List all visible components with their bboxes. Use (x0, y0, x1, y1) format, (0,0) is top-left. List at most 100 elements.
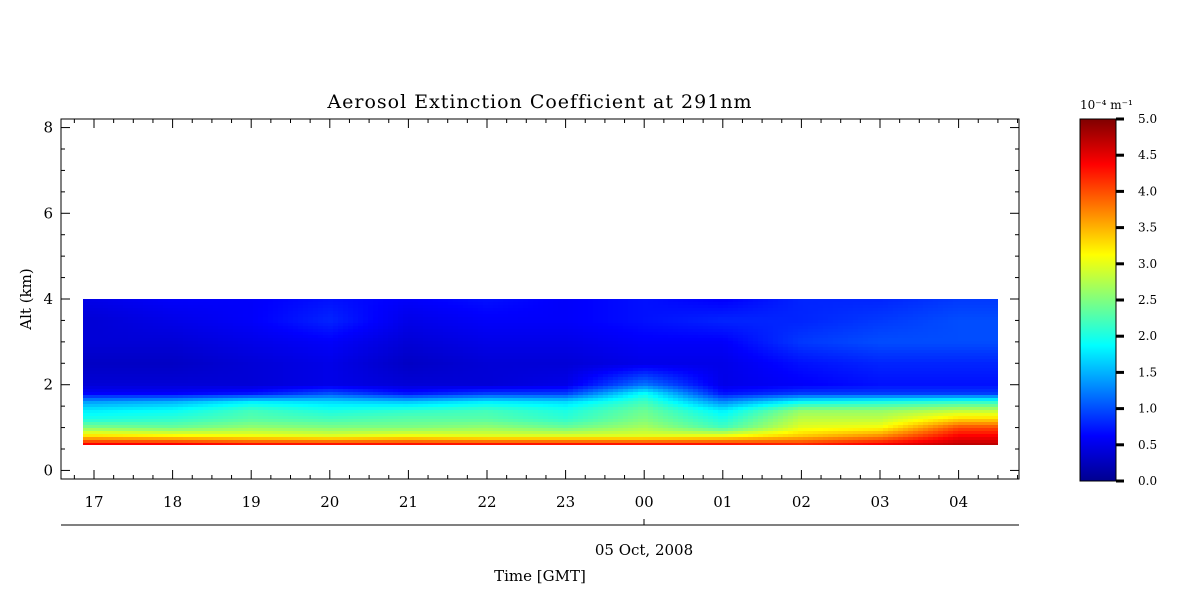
heatmap-cell (203, 410, 209, 414)
heatmap-cell (218, 347, 224, 351)
heatmap-cell (328, 398, 334, 402)
heatmap-cell (198, 440, 204, 444)
heatmap-cell (333, 371, 339, 375)
heatmap-cell (513, 332, 519, 336)
heatmap-cell (443, 323, 449, 327)
heatmap-cell (563, 431, 569, 435)
heatmap-cell (248, 443, 254, 445)
heatmap-cell (328, 347, 334, 351)
heatmap-cell (588, 404, 594, 408)
heatmap-cell (243, 389, 249, 393)
heatmap-cell (458, 434, 464, 438)
heatmap-cell (268, 419, 274, 423)
heatmap-cell (538, 311, 544, 315)
heatmap-cell (458, 368, 464, 372)
heatmap-cell (103, 350, 109, 354)
heatmap-cell (443, 380, 449, 384)
heatmap-cell (358, 314, 364, 318)
heatmap-cell (203, 440, 209, 444)
heatmap-cell (553, 383, 559, 387)
heatmap-cell (93, 335, 99, 339)
heatmap-cell (228, 371, 234, 375)
heatmap-cell (173, 419, 179, 423)
heatmap-cell (438, 371, 444, 375)
heatmap-cell (123, 332, 129, 336)
heatmap-cell (448, 434, 454, 438)
heatmap-cell (553, 314, 559, 318)
heatmap-cell (483, 431, 489, 435)
heatmap-cell (538, 308, 544, 312)
heatmap-cell (503, 428, 509, 432)
heatmap-cell (473, 428, 479, 432)
heatmap-cell (283, 344, 289, 348)
heatmap-cell (463, 407, 469, 411)
heatmap-cell (443, 431, 449, 435)
heatmap-cell (318, 305, 324, 309)
heatmap-cell (503, 431, 509, 435)
heatmap-cell (288, 395, 294, 399)
heatmap-cell (523, 323, 529, 327)
heatmap-cell (368, 386, 374, 390)
heatmap-cell (378, 335, 384, 339)
heatmap-cell (428, 401, 434, 405)
heatmap-cell (453, 308, 459, 312)
heatmap-cell (353, 320, 359, 324)
heatmap-cell (123, 356, 129, 360)
heatmap-cell (293, 320, 299, 324)
heatmap-cell (183, 323, 189, 327)
heatmap-cell (538, 440, 544, 444)
heatmap-cell (463, 332, 469, 336)
heatmap-cell (98, 392, 104, 396)
heatmap-cell (233, 314, 239, 318)
heatmap-cell (503, 374, 509, 378)
heatmap-cell (453, 392, 459, 396)
heatmap-cell (563, 371, 569, 375)
heatmap-cell (298, 443, 304, 445)
heatmap-cell (158, 356, 164, 360)
heatmap-cell (523, 341, 529, 345)
heatmap-cell (483, 305, 489, 309)
heatmap-cell (153, 356, 159, 360)
heatmap-cell (123, 434, 129, 438)
heatmap-cell (243, 350, 249, 354)
heatmap-cell (233, 347, 239, 351)
heatmap-cell (258, 353, 264, 357)
heatmap-cell (143, 404, 149, 408)
heatmap-cell (178, 314, 184, 318)
heatmap-cell (488, 383, 494, 387)
heatmap-cell (103, 443, 109, 445)
heatmap-cell (588, 353, 594, 357)
heatmap-cell (503, 383, 509, 387)
heatmap-cell (418, 368, 424, 372)
heatmap-cell (183, 356, 189, 360)
heatmap-cell (563, 395, 569, 399)
heatmap-cell (468, 362, 474, 366)
heatmap-cell (163, 305, 169, 309)
heatmap-cell (208, 422, 214, 426)
heatmap-cell (138, 299, 144, 303)
heatmap-cell (278, 377, 284, 381)
heatmap-cell (428, 428, 434, 432)
heatmap-cell (243, 326, 249, 330)
heatmap-cell (308, 440, 314, 444)
heatmap-cell (273, 338, 279, 342)
heatmap-cell (418, 356, 424, 360)
heatmap-cell (93, 380, 99, 384)
heatmap-cell (393, 317, 399, 321)
heatmap-cell (243, 374, 249, 378)
heatmap-cell (283, 374, 289, 378)
heatmap-cell (188, 299, 194, 303)
heatmap-cell (328, 344, 334, 348)
heatmap-cell (163, 410, 169, 414)
heatmap-cell (548, 335, 554, 339)
heatmap-cell (333, 299, 339, 303)
heatmap-cell (418, 389, 424, 393)
heatmap-cell (313, 389, 319, 393)
heatmap-cell (353, 341, 359, 345)
heatmap-cell (548, 407, 554, 411)
heatmap-cell (298, 347, 304, 351)
heatmap-cell (138, 341, 144, 345)
heatmap-cell (123, 407, 129, 411)
heatmap-cell (198, 395, 204, 399)
heatmap-cell (123, 347, 129, 351)
